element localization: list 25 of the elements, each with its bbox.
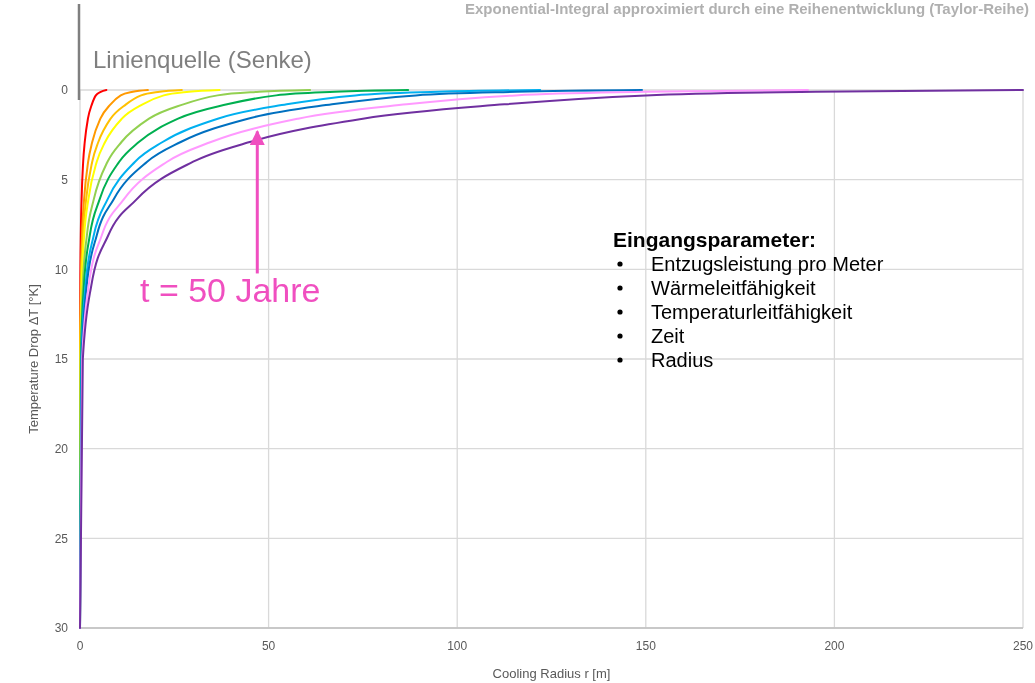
annotation: Zeit — [651, 325, 685, 347]
x-axis-title: Cooling Radius r [m] — [492, 666, 611, 681]
text: Linienquelle (Senke) — [93, 46, 312, 73]
annotation: Wärmeleitfähigkeit — [651, 277, 816, 299]
y-tick-label: 10 — [54, 262, 69, 277]
y-axis-title: Temperature Drop ΔT [°K] — [26, 284, 41, 434]
y-tick-label: 30 — [54, 621, 69, 636]
y-tick-label: 0 — [61, 83, 69, 98]
x-tick-label: 50 — [261, 639, 276, 653]
annotation: Temperaturleitfähigkeit — [651, 301, 853, 323]
y-tick-label: 25 — [54, 531, 69, 546]
x-tick-label: 150 — [635, 639, 657, 653]
annotation: Radius — [651, 349, 714, 371]
x-tick-label: 100 — [447, 639, 468, 653]
y-tick-label: 5 — [61, 172, 69, 187]
annotation: Eingangsparameter: — [613, 228, 817, 251]
x-tick-label: 200 — [824, 639, 845, 653]
x-tick-label: 0 — [76, 639, 84, 653]
line-series — [79, 89, 1024, 629]
annotation: t = 50 Jahre — [140, 271, 321, 309]
chart-title: Exponential-Integral approximiert durch eine Reihenentwicklung (Taylor-Reihe) — [465, 0, 1029, 17]
y-tick-label: 15 — [54, 352, 69, 367]
annotation: Entzugsleistung pro Meter — [651, 253, 884, 275]
y-tick-label: 20 — [54, 441, 69, 456]
x-tick-label: 250 — [1012, 639, 1034, 653]
